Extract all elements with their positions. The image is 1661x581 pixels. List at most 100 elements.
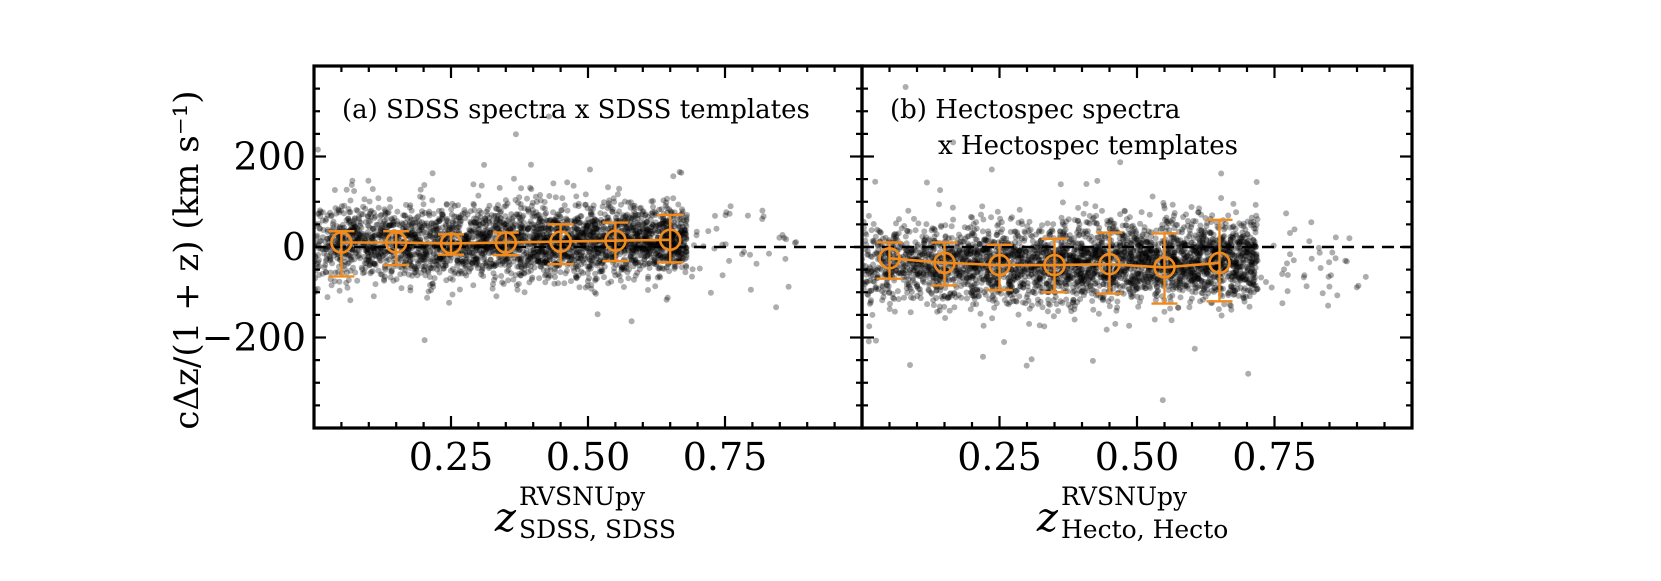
data-point [366, 253, 373, 260]
data-point [680, 217, 687, 224]
data-point [643, 253, 649, 260]
data-point [683, 218, 690, 224]
data-point [678, 228, 685, 234]
data-point [577, 255, 584, 262]
data-point [467, 265, 474, 272]
data-point [375, 204, 382, 211]
data-point [1191, 345, 1198, 352]
data-point [482, 223, 489, 230]
data-point [536, 226, 543, 233]
data-point [421, 254, 428, 260]
data-point [550, 209, 557, 216]
data-point [647, 240, 653, 247]
data-point [623, 264, 630, 271]
data-point [354, 247, 361, 254]
data-point [409, 234, 416, 241]
data-point [454, 257, 461, 264]
data-point [636, 228, 643, 235]
data-point [678, 214, 685, 221]
data-point [636, 205, 643, 212]
data-point [480, 234, 487, 241]
data-point [575, 226, 582, 233]
data-point [353, 207, 360, 213]
data-point [475, 192, 482, 199]
data-point [591, 221, 598, 228]
data-point [530, 229, 537, 236]
data-point [574, 249, 580, 256]
data-point [563, 251, 570, 258]
data-point [420, 257, 427, 264]
data-point [543, 271, 550, 278]
data-point [564, 179, 571, 186]
data-point [753, 260, 760, 267]
data-point [676, 169, 683, 175]
data-point [479, 237, 486, 243]
data-point [660, 223, 667, 230]
data-point [563, 224, 570, 231]
data-point [361, 269, 368, 276]
data-point [591, 234, 598, 241]
data-point [461, 236, 468, 243]
data-point [474, 229, 481, 236]
data-point [477, 231, 484, 238]
data-point [409, 228, 416, 235]
data-point [504, 222, 511, 229]
data-point [524, 224, 531, 231]
data-point [402, 224, 409, 230]
data-point [573, 274, 580, 281]
data-point [488, 260, 495, 267]
data-point [402, 250, 409, 257]
data-point [490, 222, 497, 229]
data-point [596, 249, 602, 256]
data-point [1103, 326, 1110, 333]
data-point [489, 243, 496, 250]
data-point [477, 214, 484, 221]
data-point [439, 211, 446, 218]
data-point [622, 213, 629, 220]
data-point [594, 259, 600, 266]
data-point [332, 269, 339, 276]
data-point [469, 234, 476, 241]
data-point [386, 196, 393, 203]
data-point [479, 250, 486, 257]
data-point [408, 226, 415, 233]
data-point [427, 256, 434, 263]
data-point [595, 233, 602, 240]
data-point [370, 226, 377, 232]
data-point [403, 257, 410, 264]
data-point [573, 233, 580, 240]
data-point [365, 213, 372, 220]
data-point [366, 243, 373, 250]
data-point [651, 239, 658, 246]
data-point [336, 209, 343, 216]
data-point [682, 227, 689, 234]
data-point [542, 249, 549, 256]
data-point [640, 262, 646, 269]
data-point [589, 218, 596, 225]
data-point [541, 224, 548, 231]
data-point [663, 255, 670, 262]
data-point [316, 225, 323, 232]
data-point [481, 250, 488, 257]
data-point [474, 254, 481, 261]
data-point [357, 219, 364, 226]
data-point [524, 195, 530, 202]
data-point [536, 275, 543, 282]
data-point [443, 223, 450, 229]
data-point [352, 250, 359, 257]
data-point [656, 221, 663, 228]
data-point [328, 212, 335, 219]
data-point [503, 202, 509, 209]
data-point [463, 255, 470, 262]
data-point [550, 180, 557, 187]
data-point [537, 258, 544, 264]
data-point [672, 263, 679, 270]
data-point [590, 226, 597, 233]
data-point [531, 234, 538, 241]
data-point [406, 243, 413, 250]
data-point [480, 220, 487, 227]
data-point [347, 256, 354, 262]
data-point [330, 224, 337, 231]
data-point [331, 252, 338, 259]
data-point [527, 263, 534, 270]
